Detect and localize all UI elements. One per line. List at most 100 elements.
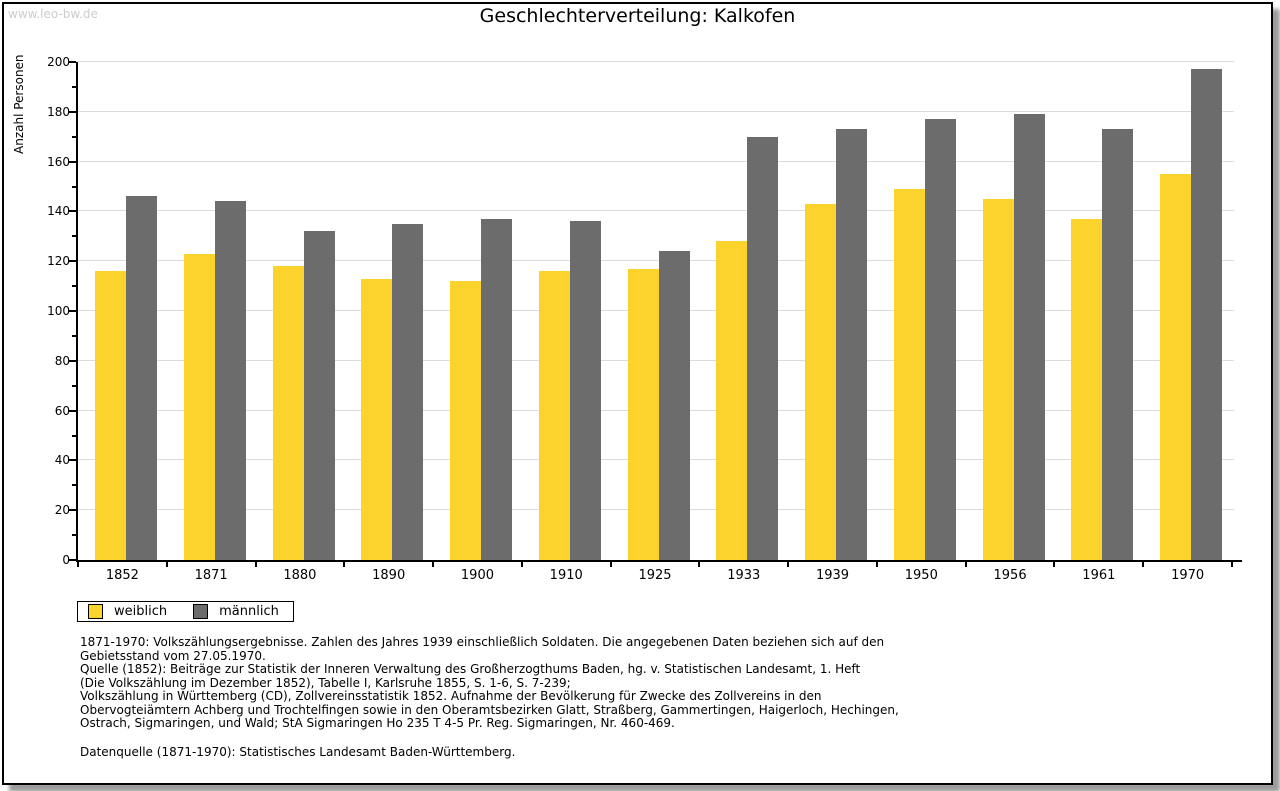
y-minor-tick-10 (72, 534, 76, 537)
x-tick-2 (254, 562, 257, 567)
x-tick-0 (77, 562, 79, 567)
y-tick-20 (69, 509, 76, 512)
plot-area: 0 20 40 60 80 100 120 140 160 180 200 1852 1871 1880 1… (47, 55, 1242, 583)
x-tick-13 (1231, 562, 1233, 567)
bar-männlich-1880 (303, 231, 335, 560)
x-label-1933: 1933 (727, 568, 761, 583)
y-tick-label-160: 160 (47, 154, 70, 169)
bar-männlich-1925 (658, 251, 690, 560)
bar-weiblich-1871 (183, 253, 215, 560)
x-tick-12 (1142, 562, 1145, 567)
x-tick-1 (165, 562, 168, 567)
bar-weiblich-1852 (95, 271, 126, 560)
footnote-line-6: Obervogteiämtern Achberg und Trochtelfin… (80, 702, 899, 717)
bar-männlich-1871 (214, 201, 246, 560)
bar-männlich-1890 (392, 223, 424, 560)
bar-männlich-1933 (747, 136, 779, 560)
footnote-line-5: Volkszählung in Württemberg (CD), Zollve… (80, 689, 822, 703)
x-label-1939: 1939 (815, 568, 850, 583)
y-tick-label-60: 60 (54, 403, 70, 418)
bar-weiblich-1880 (272, 266, 304, 560)
y-tick-40 (69, 459, 76, 462)
legend-item-männlich: männlich (193, 604, 279, 619)
y-tick-120 (69, 260, 76, 263)
y-tick-label-0: 0 (62, 553, 70, 567)
y-minor-tick-70 (72, 384, 76, 387)
x-label-1910: 1910 (549, 568, 583, 583)
y-minor-tick-110 (72, 285, 76, 288)
y-tick-200 (69, 61, 76, 63)
legend-item-weiblich: weiblich (88, 604, 167, 619)
y-tick-0 (69, 559, 76, 561)
bar-männlich-1852 (126, 196, 157, 560)
bar-weiblich-1890 (361, 278, 393, 560)
y-minor-tick-170 (72, 135, 76, 138)
y-minor-tick-190 (72, 85, 76, 88)
chart-title: Geschlechterverteilung: Kalkofen (479, 5, 796, 27)
y-tick-label-140: 140 (47, 204, 70, 219)
y-tick-label-40: 40 (54, 453, 70, 468)
y-minor-tick-150 (72, 185, 76, 188)
x-tick-3 (343, 562, 346, 567)
bar-männlich-1939 (836, 129, 868, 560)
y-tick-160 (69, 160, 76, 163)
legend-label-weiblich: weiblich (114, 604, 168, 619)
bar-männlich-1950 (924, 119, 956, 560)
y-tick-80 (69, 359, 76, 362)
gridline-160 (78, 160, 1234, 162)
x-tick-10 (964, 562, 967, 567)
bar-weiblich-1950 (893, 189, 925, 560)
x-label-1880: 1880 (283, 568, 317, 583)
x-label-1852: 1852 (105, 568, 139, 583)
x-tick-4 (432, 562, 435, 567)
x-tick-8 (787, 562, 790, 567)
x-label-1950: 1950 (904, 568, 938, 583)
footnote-line-1: 1871-1970: Volkszählungsergebnisse. Zahl… (80, 635, 885, 649)
bar-weiblich-1970 (1160, 174, 1192, 560)
footnote-text: 1871-1970: Volkszählungsergebnisse. Zahl… (80, 635, 899, 731)
y-tick-label-120: 120 (47, 254, 70, 269)
x-label-1956: 1956 (993, 568, 1027, 583)
y-minor-tick-90 (72, 334, 76, 337)
x-tick-11 (1053, 562, 1056, 567)
x-label-1890: 1890 (372, 568, 406, 583)
legend-label-männlich: männlich (219, 604, 279, 619)
y-axis-title: Anzahl Personen (12, 54, 26, 154)
bar-männlich-1970 (1191, 69, 1223, 560)
x-tick-5 (520, 562, 523, 567)
bar-männlich-1910 (569, 221, 601, 560)
bar-männlich-1956 (1013, 114, 1045, 560)
footnote-line-3: Quelle (1852): Beiträge zur Statistik de… (80, 662, 861, 676)
y-tick-label-20: 20 (54, 503, 70, 518)
y-minor-tick-130 (72, 235, 76, 238)
bar-männlich-1900 (481, 218, 513, 560)
footnote-line-2: Gebietsstand vom 27.05.1970. (80, 648, 266, 663)
bar-weiblich-1961 (1071, 218, 1103, 560)
legend-swatch-weiblich (88, 604, 103, 619)
watermark-url: www.leo-bw.de (8, 7, 98, 21)
x-tick-9 (875, 562, 878, 567)
y-tick-label-180: 180 (47, 104, 70, 119)
bar-weiblich-1910 (538, 271, 570, 560)
x-tick-6 (609, 562, 612, 567)
bar-weiblich-1900 (450, 281, 482, 560)
x-label-1925: 1925 (638, 568, 672, 583)
bar-männlich-1961 (1102, 129, 1134, 560)
y-tick-140 (69, 210, 76, 213)
gridline-180 (78, 110, 1234, 112)
x-tick-7 (698, 562, 701, 567)
gridline-140 (78, 210, 1234, 212)
y-tick-60 (69, 409, 76, 412)
legend-box: weiblich männlich (77, 601, 294, 622)
footnote-line-7: Ostrach, Sigmaringen, und Wald; StA Sigm… (80, 716, 675, 730)
y-minor-tick-30 (72, 484, 76, 487)
x-label-1970: 1970 (1171, 568, 1205, 583)
gridline-120 (78, 260, 1234, 262)
y-tick-label-100: 100 (47, 304, 70, 318)
bar-weiblich-1939 (805, 203, 837, 560)
y-tick-label-200: 200 (47, 55, 70, 69)
x-label-1961: 1961 (1082, 568, 1116, 583)
y-tick-100 (69, 310, 76, 312)
y-tick-label-80: 80 (54, 353, 70, 368)
bar-weiblich-1925 (627, 268, 659, 560)
